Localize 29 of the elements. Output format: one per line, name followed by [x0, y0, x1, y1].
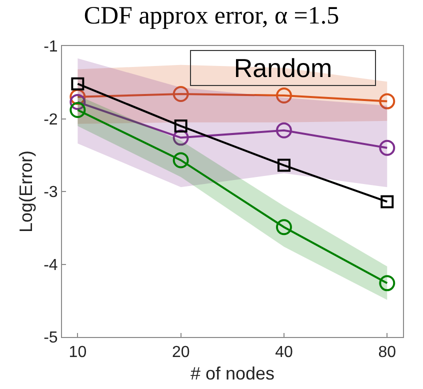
annotation: Random [234, 53, 332, 83]
point [172, 130, 189, 146]
x-tick-label: 40 [275, 344, 293, 362]
y-tick-label: -3 [44, 184, 58, 202]
point [70, 94, 86, 110]
point [172, 152, 189, 168]
point [379, 140, 396, 156]
y-axis-title: Log(Error) [16, 150, 36, 233]
x-axis-title: # of nodes [190, 363, 275, 384]
point [276, 122, 292, 138]
point [71, 77, 84, 90]
point [379, 93, 396, 110]
point [380, 195, 394, 208]
point [379, 275, 396, 292]
point [276, 87, 292, 104]
y-tick-label: -2 [44, 111, 58, 128]
point [276, 219, 292, 236]
y-tick-label: -5 [44, 330, 58, 347]
x-tick-label: 80 [378, 344, 396, 362]
chart-title: CDF approx error, α =1.5 [84, 2, 340, 30]
point [174, 120, 188, 133]
y-tick-label: -4 [44, 256, 58, 274]
x-tick-label: 10 [68, 344, 87, 362]
point [277, 158, 290, 172]
y-tick-label: -1 [44, 38, 58, 56]
point [70, 88, 86, 105]
point [172, 86, 189, 102]
point [70, 102, 86, 118]
x-tick-label: 20 [172, 344, 190, 362]
